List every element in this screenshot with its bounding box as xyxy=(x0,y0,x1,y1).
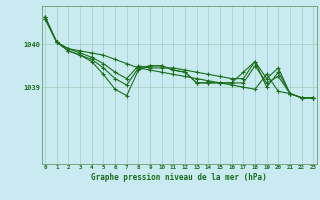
X-axis label: Graphe pression niveau de la mer (hPa): Graphe pression niveau de la mer (hPa) xyxy=(91,173,267,182)
